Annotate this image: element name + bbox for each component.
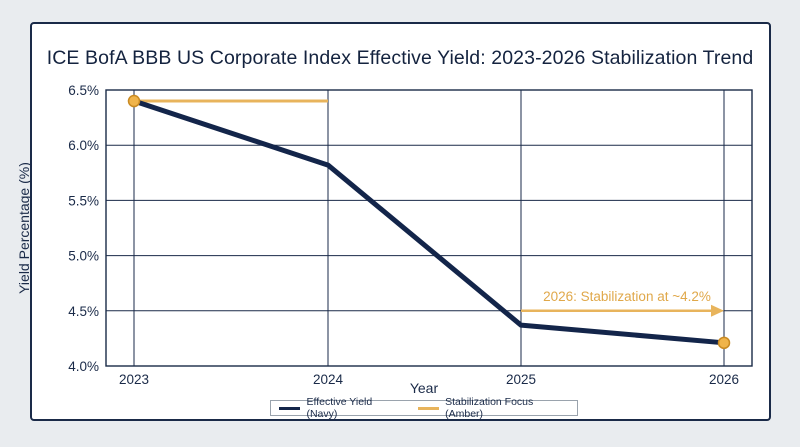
x-tick-label: 2023 xyxy=(119,372,149,387)
x-axis-label: Year xyxy=(410,380,439,396)
effective-yield-line xyxy=(131,98,727,346)
legend-label-effective-yield: Effective Yield (Navy) xyxy=(306,396,373,420)
legend-swatch-amber xyxy=(417,406,440,410)
legend-item-effective-yield: Effective Yield (Navy) xyxy=(279,396,404,420)
annotation-arrow-head xyxy=(711,304,724,317)
chart-frame xyxy=(30,22,771,421)
chart-title: ICE BofA BBB US Corporate Index Effectiv… xyxy=(46,47,754,69)
annotation-label: 2026: Stabilization at ~4.2% xyxy=(543,289,711,304)
y-axis-label: Yield Percentage (%) xyxy=(16,162,32,294)
y-tick-label: 4.5% xyxy=(68,304,99,319)
legend-item-stabilization: Stabilization Focus (Amber) xyxy=(417,396,571,420)
highlight-marker xyxy=(717,336,731,350)
y-tick-label: 5.5% xyxy=(68,193,99,208)
legend-label-stabilization: Stabilization Focus (Amber) xyxy=(445,396,534,420)
y-tick-label: 6.0% xyxy=(68,138,99,153)
plot-border xyxy=(105,89,753,367)
y-tick-label: 4.0% xyxy=(68,359,99,374)
x-tick-label: 2024 xyxy=(313,372,344,387)
legend: Effective Yield (Navy) Stabilization Foc… xyxy=(270,396,578,420)
y-tick-label: 5.0% xyxy=(68,249,99,264)
highlight-marker xyxy=(127,94,141,108)
x-tick-label: 2025 xyxy=(506,372,536,387)
y-tick-label: 6.5% xyxy=(68,83,99,98)
legend-swatch-navy xyxy=(279,406,301,410)
x-tick-label: 2026 xyxy=(709,372,739,387)
